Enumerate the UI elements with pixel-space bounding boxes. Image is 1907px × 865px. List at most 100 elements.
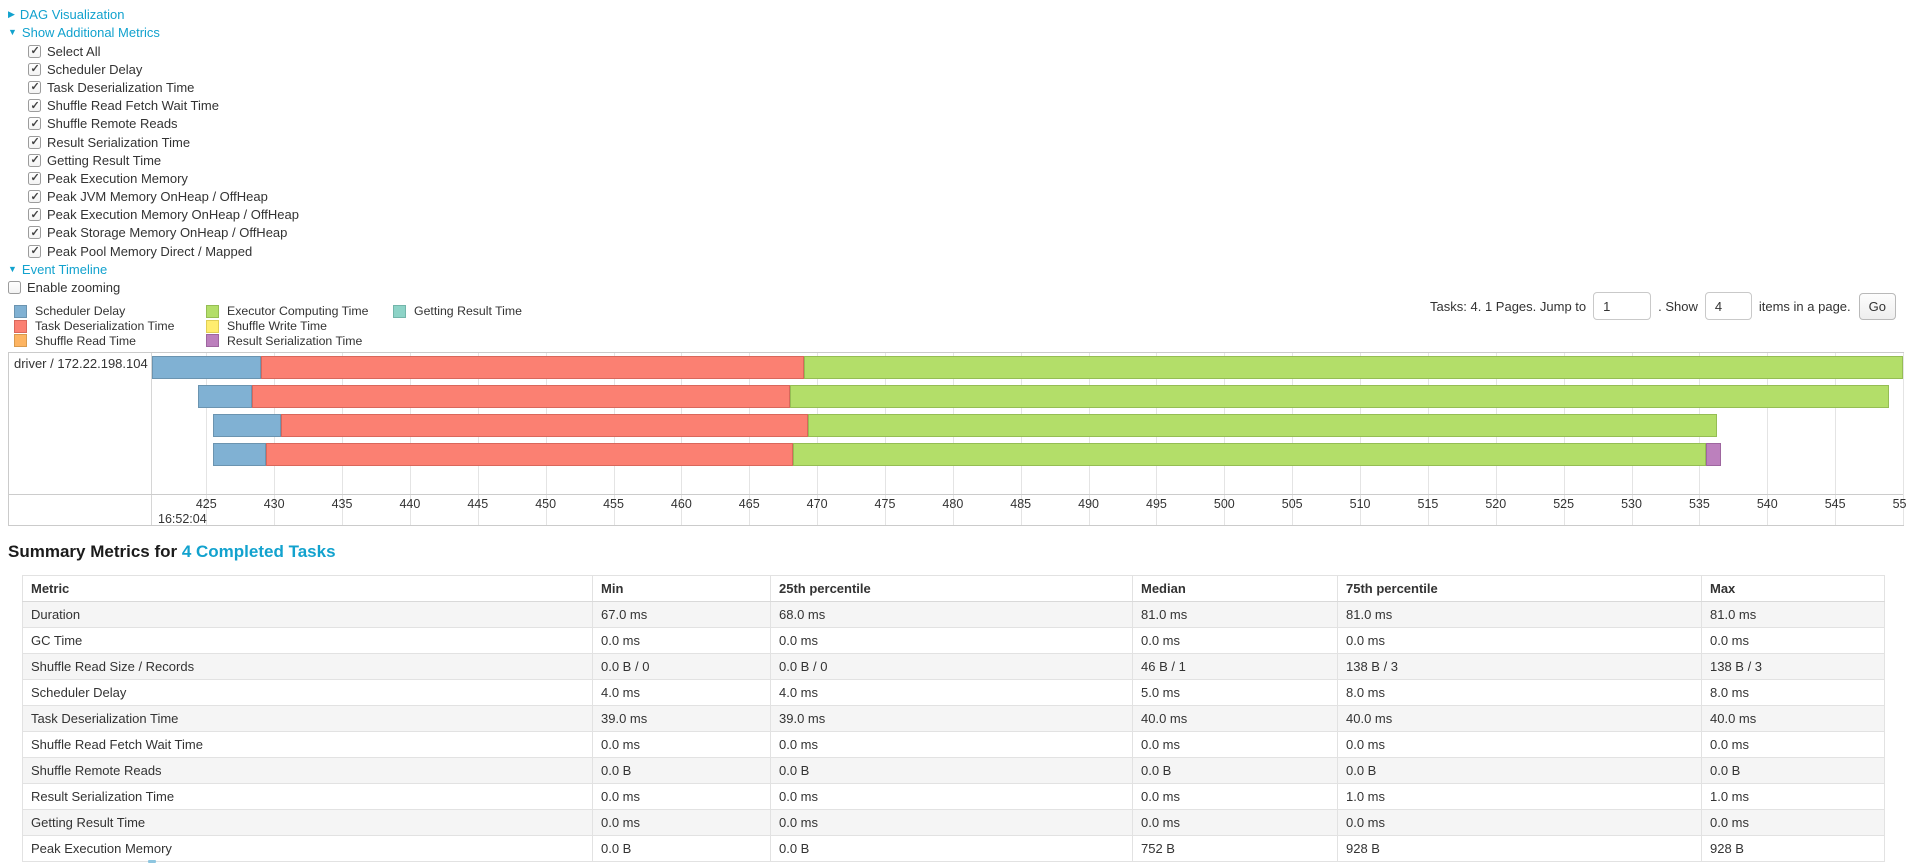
metric-checkbox-peak-execution-memory-onheap-offheap[interactable] bbox=[28, 208, 41, 222]
metric-checkbox-getting-result-time[interactable] bbox=[28, 153, 41, 167]
task-1-scheduler-delay-bar[interactable] bbox=[198, 385, 253, 408]
metric-checkbox-peak-storage-memory-onheap-offheap[interactable] bbox=[28, 226, 41, 240]
gridline-490 bbox=[1088, 353, 1090, 525]
task-3-scheduler-delay-bar[interactable] bbox=[213, 443, 266, 466]
metric-checkbox-row: Peak JVM Memory OnHeap / OffHeap bbox=[28, 188, 299, 206]
metric-value-cell: 40.0 ms bbox=[1132, 705, 1338, 732]
table-header-row: Metric Min 25th percentile Median 75th perce… bbox=[22, 575, 1885, 602]
axis-tick-label-520: 520 bbox=[1485, 497, 1507, 511]
axis-tick-label-500: 500 bbox=[1213, 497, 1235, 511]
metric-value-cell: 81.0 ms bbox=[1132, 601, 1338, 628]
col-header-25th-percentile[interactable]: 25th percentile bbox=[770, 575, 1133, 602]
task-0-executor-computing-time-bar[interactable] bbox=[803, 356, 1903, 379]
go-button[interactable]: Go bbox=[1858, 292, 1896, 320]
task-0-scheduler-delay-bar[interactable] bbox=[152, 356, 261, 379]
metric-checkbox-peak-jvm-memory-onheap-offheap[interactable] bbox=[28, 190, 41, 204]
metric-checkbox-row: Shuffle Remote Reads bbox=[28, 115, 299, 133]
axis-tick-label-490: 490 bbox=[1078, 497, 1100, 511]
metric-checkbox-label: Result Serialization Time bbox=[47, 134, 191, 150]
enable-zooming-checkbox[interactable] bbox=[8, 281, 21, 295]
summary-title-prefix: Summary Metrics for bbox=[8, 542, 182, 561]
metric-value-cell: 46 B / 1 bbox=[1132, 653, 1338, 680]
completed-tasks-link[interactable]: 4 Completed Tasks bbox=[181, 542, 336, 561]
metric-checkbox-label: Peak Pool Memory Direct / Mapped bbox=[47, 243, 253, 259]
metric-checkbox-peak-execution-memory[interactable] bbox=[28, 171, 41, 185]
metric-value-cell: 39.0 ms bbox=[592, 705, 771, 732]
col-header-75th-percentile[interactable]: 75th percentile bbox=[1337, 575, 1702, 602]
metric-value-cell: 0.0 ms bbox=[1132, 627, 1338, 654]
task-2-scheduler-delay-bar[interactable] bbox=[213, 414, 281, 437]
metric-value-cell: 0.0 ms bbox=[1337, 627, 1702, 654]
axis-separator bbox=[9, 494, 1903, 495]
gridline-455 bbox=[613, 353, 615, 525]
metric-checkbox-peak-pool-memory-direct-mapped[interactable] bbox=[28, 244, 41, 258]
metric-value-cell: 0.0 B bbox=[592, 835, 771, 862]
gridline-435 bbox=[342, 353, 344, 525]
col-header-median[interactable]: Median bbox=[1132, 575, 1338, 602]
table-row: Shuffle Remote Reads 0.0 B 0.0 B 0.0 B 0.0 B… bbox=[22, 757, 1885, 784]
col-header-min[interactable]: Min bbox=[592, 575, 771, 602]
gridline-440 bbox=[409, 353, 411, 525]
legend-item-getting-result-time: Getting Result Time bbox=[393, 304, 522, 319]
axis-tick-label-510: 510 bbox=[1349, 497, 1371, 511]
metric-checkbox-shuffle-remote-reads[interactable] bbox=[28, 117, 41, 131]
metric-checkbox-row: Result Serialization Time bbox=[28, 133, 299, 151]
task-2-executor-computing-time-bar[interactable] bbox=[807, 414, 1718, 437]
result-serialization-time-swatch-icon bbox=[206, 334, 219, 348]
gridline-530 bbox=[1631, 353, 1633, 525]
task-3-task-deserialization-time-bar[interactable] bbox=[266, 443, 793, 466]
metric-checkbox-select-all[interactable] bbox=[28, 44, 41, 58]
task-3-result-serialization-time-bar[interactable] bbox=[1706, 443, 1722, 466]
metric-checkbox-task-deserialization-time[interactable] bbox=[28, 80, 41, 94]
axis-tick-label-430: 430 bbox=[263, 497, 285, 511]
metric-value-cell: 0.0 ms bbox=[770, 731, 1133, 758]
legend-item-label: Shuffle Write Time bbox=[227, 319, 328, 334]
timeline-plot: 425 430 435 440 445 450 455 460 465 470 475 480 485 4… bbox=[152, 353, 1907, 526]
metric-value-cell: 4.0 ms bbox=[770, 679, 1133, 706]
summary-metrics-table: Metric Min 25th percentile Median 75th perce… bbox=[22, 575, 1885, 862]
legend-column-1: Executor Computing Time Shuffle Write Tim… bbox=[206, 304, 368, 348]
show-additional-metrics-toggle[interactable]: ▼ Show Additional Metrics bbox=[8, 24, 299, 43]
task-1-executor-computing-time-bar[interactable] bbox=[789, 385, 1890, 408]
metric-checkbox-result-serialization-time[interactable] bbox=[28, 135, 41, 149]
metric-value-cell: 8.0 ms bbox=[1337, 679, 1702, 706]
arrow-right-icon: ▶ bbox=[8, 8, 15, 19]
task-0-task-deserialization-time-bar[interactable] bbox=[260, 356, 804, 379]
legend-item-task-deserialization-time: Task Deserialization Time bbox=[14, 319, 174, 334]
metric-checkbox-row: Peak Pool Memory Direct / Mapped bbox=[28, 242, 299, 260]
metric-name-cell: Shuffle Read Size / Records bbox=[22, 653, 593, 680]
metric-value-cell: 40.0 ms bbox=[1337, 705, 1702, 732]
legend-item-shuffle-read-time: Shuffle Read Time bbox=[14, 334, 174, 349]
gridline-430 bbox=[274, 353, 276, 525]
metric-checkbox-row: Getting Result Time bbox=[28, 151, 299, 169]
metric-checkbox-scheduler-delay[interactable] bbox=[28, 62, 41, 76]
table-row: Peak Execution Memory 0.0 B 0.0 B 752 B 928 … bbox=[22, 835, 1885, 862]
dag-visualization-toggle[interactable]: ▶ DAG Visualization bbox=[8, 5, 299, 24]
gridline-495 bbox=[1156, 353, 1158, 525]
legend-item-label: Task Deserialization Time bbox=[35, 319, 175, 334]
legend-item-label: Shuffle Read Time bbox=[35, 333, 136, 348]
metrics-checkbox-list: Select All Scheduler Delay Task Deserializ… bbox=[8, 42, 299, 260]
metric-checkbox-label: Peak Execution Memory bbox=[47, 170, 188, 186]
task-1-task-deserialization-time-bar[interactable] bbox=[252, 385, 790, 408]
metric-value-cell: 81.0 ms bbox=[1337, 601, 1702, 628]
metric-checkbox-label: Peak Storage Memory OnHeap / OffHeap bbox=[47, 225, 288, 241]
metric-checkbox-shuffle-read-fetch-wait-time[interactable] bbox=[28, 99, 41, 113]
legend-item-label: Scheduler Delay bbox=[35, 304, 126, 319]
items-per-page-input[interactable] bbox=[1704, 292, 1752, 320]
metric-value-cell: 928 B bbox=[1701, 835, 1885, 862]
metric-value-cell: 0.0 ms bbox=[592, 783, 771, 810]
col-header-metric[interactable]: Metric bbox=[22, 575, 593, 602]
metric-checkbox-label: Select All bbox=[47, 43, 101, 59]
metric-value-cell: 0.0 ms bbox=[1701, 809, 1885, 836]
col-header-max[interactable]: Max bbox=[1701, 575, 1885, 602]
shuffle-write-time-swatch-icon bbox=[206, 319, 219, 333]
task-2-task-deserialization-time-bar[interactable] bbox=[280, 414, 808, 437]
pager-show-text: . Show bbox=[1658, 298, 1698, 314]
jump-to-page-input[interactable] bbox=[1593, 292, 1652, 320]
legend-item-result-serialization-time: Result Serialization Time bbox=[206, 334, 368, 349]
event-timeline-toggle[interactable]: ▼ Event Timeline bbox=[8, 260, 299, 279]
task-3-executor-computing-time-bar[interactable] bbox=[792, 443, 1707, 466]
table-body: Duration 67.0 ms 68.0 ms 81.0 ms 81.0 ms 81.0… bbox=[22, 601, 1885, 862]
axis-tick-label-455: 455 bbox=[603, 497, 624, 511]
